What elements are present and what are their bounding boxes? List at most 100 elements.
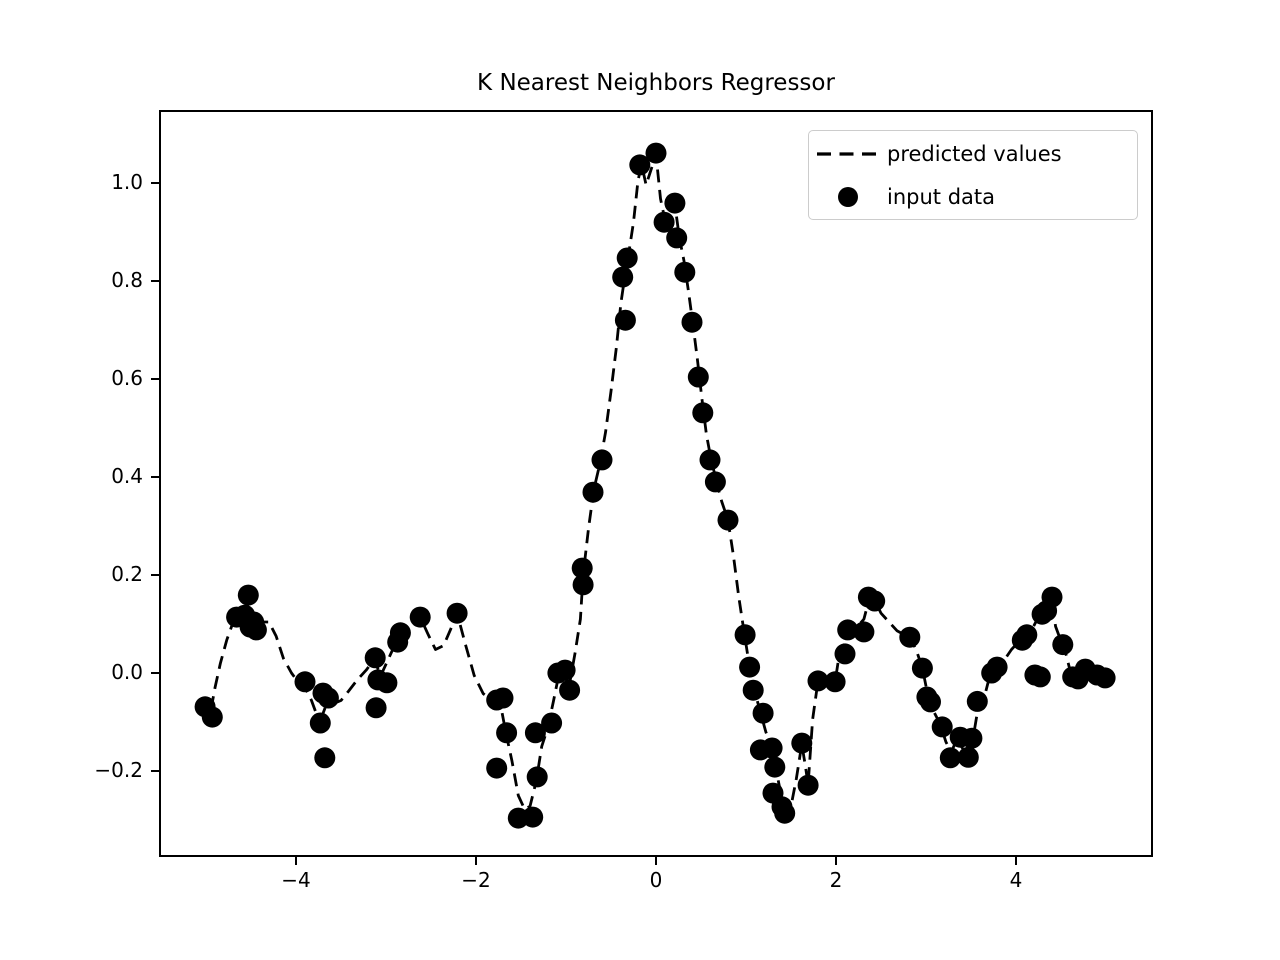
data-point bbox=[582, 481, 604, 503]
data-point bbox=[591, 449, 613, 471]
y-tick-label: 0.6 bbox=[111, 366, 143, 390]
data-point bbox=[309, 712, 331, 734]
legend: predicted values input data bbox=[808, 130, 1138, 220]
data-point bbox=[986, 656, 1008, 678]
data-point bbox=[864, 590, 886, 612]
data-point bbox=[1041, 586, 1063, 608]
predicted-line bbox=[200, 153, 1107, 811]
data-point bbox=[492, 687, 514, 709]
data-point bbox=[824, 671, 846, 693]
x-tick-mark bbox=[655, 857, 657, 865]
data-point bbox=[899, 626, 921, 648]
data-point bbox=[699, 449, 721, 471]
data-point bbox=[314, 747, 336, 769]
data-point bbox=[920, 691, 941, 713]
y-tick-mark bbox=[151, 280, 159, 282]
data-point bbox=[612, 266, 634, 288]
data-point bbox=[365, 697, 387, 719]
x-tick-label: 0 bbox=[649, 868, 663, 892]
data-point bbox=[837, 619, 859, 641]
data-point bbox=[1094, 667, 1116, 689]
data-point bbox=[629, 154, 651, 176]
chart-canvas bbox=[194, 142, 1116, 829]
data-point bbox=[486, 757, 508, 779]
x-tick-label: −4 bbox=[281, 868, 311, 892]
x-tick-label: −2 bbox=[461, 868, 491, 892]
data-point bbox=[201, 706, 223, 728]
data-point bbox=[797, 774, 819, 796]
data-point bbox=[554, 659, 576, 681]
data-point bbox=[957, 746, 979, 768]
data-point bbox=[834, 643, 856, 665]
data-point bbox=[752, 702, 774, 724]
data-point bbox=[496, 722, 518, 744]
y-tick-label: −0.2 bbox=[94, 758, 143, 782]
data-point bbox=[664, 192, 686, 214]
chart-title: K Nearest Neighbors Regressor bbox=[477, 70, 835, 96]
x-tick-label: 2 bbox=[829, 868, 843, 892]
y-tick-mark bbox=[151, 770, 159, 772]
data-point bbox=[653, 211, 675, 233]
x-tick-mark bbox=[1015, 857, 1017, 865]
y-tick-label: 0.8 bbox=[111, 268, 143, 292]
data-point bbox=[237, 584, 259, 606]
x-tick-label: 4 bbox=[1009, 868, 1023, 892]
legend-item-input: input data bbox=[809, 175, 1137, 218]
data-point bbox=[376, 672, 398, 694]
data-point bbox=[526, 766, 548, 788]
y-tick-label: 1.0 bbox=[111, 170, 143, 194]
data-point bbox=[853, 621, 875, 643]
data-point bbox=[245, 619, 267, 641]
dot-icon bbox=[809, 185, 887, 209]
data-point bbox=[911, 657, 933, 679]
data-point bbox=[389, 622, 411, 644]
data-point bbox=[364, 647, 386, 669]
legend-item-predicted: predicted values bbox=[809, 132, 1137, 175]
y-tick-label: 0.0 bbox=[111, 660, 143, 684]
data-point bbox=[1016, 624, 1038, 646]
data-point bbox=[317, 687, 339, 709]
data-point bbox=[939, 747, 961, 769]
data-point bbox=[446, 602, 468, 624]
data-point bbox=[674, 261, 696, 283]
data-point bbox=[687, 366, 709, 388]
dashed-line-icon bbox=[809, 151, 887, 157]
data-point bbox=[742, 679, 764, 701]
data-point bbox=[524, 722, 546, 744]
data-point bbox=[961, 727, 983, 749]
data-point bbox=[1029, 666, 1051, 688]
data-point bbox=[734, 624, 756, 646]
y-tick-mark bbox=[151, 182, 159, 184]
x-tick-mark bbox=[295, 857, 297, 865]
data-point bbox=[966, 690, 988, 712]
data-point bbox=[666, 227, 688, 249]
data-point bbox=[572, 574, 594, 596]
legend-label-predicted: predicted values bbox=[887, 141, 1062, 166]
y-tick-mark bbox=[151, 378, 159, 380]
y-tick-mark bbox=[151, 672, 159, 674]
y-tick-label: 0.4 bbox=[111, 464, 143, 488]
data-point bbox=[614, 309, 636, 331]
data-point bbox=[717, 509, 739, 531]
data-point bbox=[692, 402, 714, 424]
data-point bbox=[645, 142, 667, 164]
data-point bbox=[522, 806, 544, 828]
data-point bbox=[409, 606, 431, 628]
data-point bbox=[559, 679, 581, 701]
y-tick-mark bbox=[151, 476, 159, 478]
plot-area bbox=[159, 110, 1153, 857]
data-point bbox=[681, 311, 703, 333]
x-tick-mark bbox=[475, 857, 477, 865]
data-point bbox=[571, 557, 593, 579]
y-tick-mark bbox=[151, 574, 159, 576]
data-point bbox=[791, 732, 813, 754]
y-tick-label: 0.2 bbox=[111, 562, 143, 586]
data-point bbox=[761, 737, 783, 759]
legend-label-input: input data bbox=[887, 184, 995, 209]
data-point bbox=[541, 712, 563, 734]
data-point bbox=[704, 471, 726, 493]
data-point bbox=[294, 671, 316, 693]
data-point bbox=[807, 670, 829, 692]
data-point bbox=[774, 802, 796, 824]
